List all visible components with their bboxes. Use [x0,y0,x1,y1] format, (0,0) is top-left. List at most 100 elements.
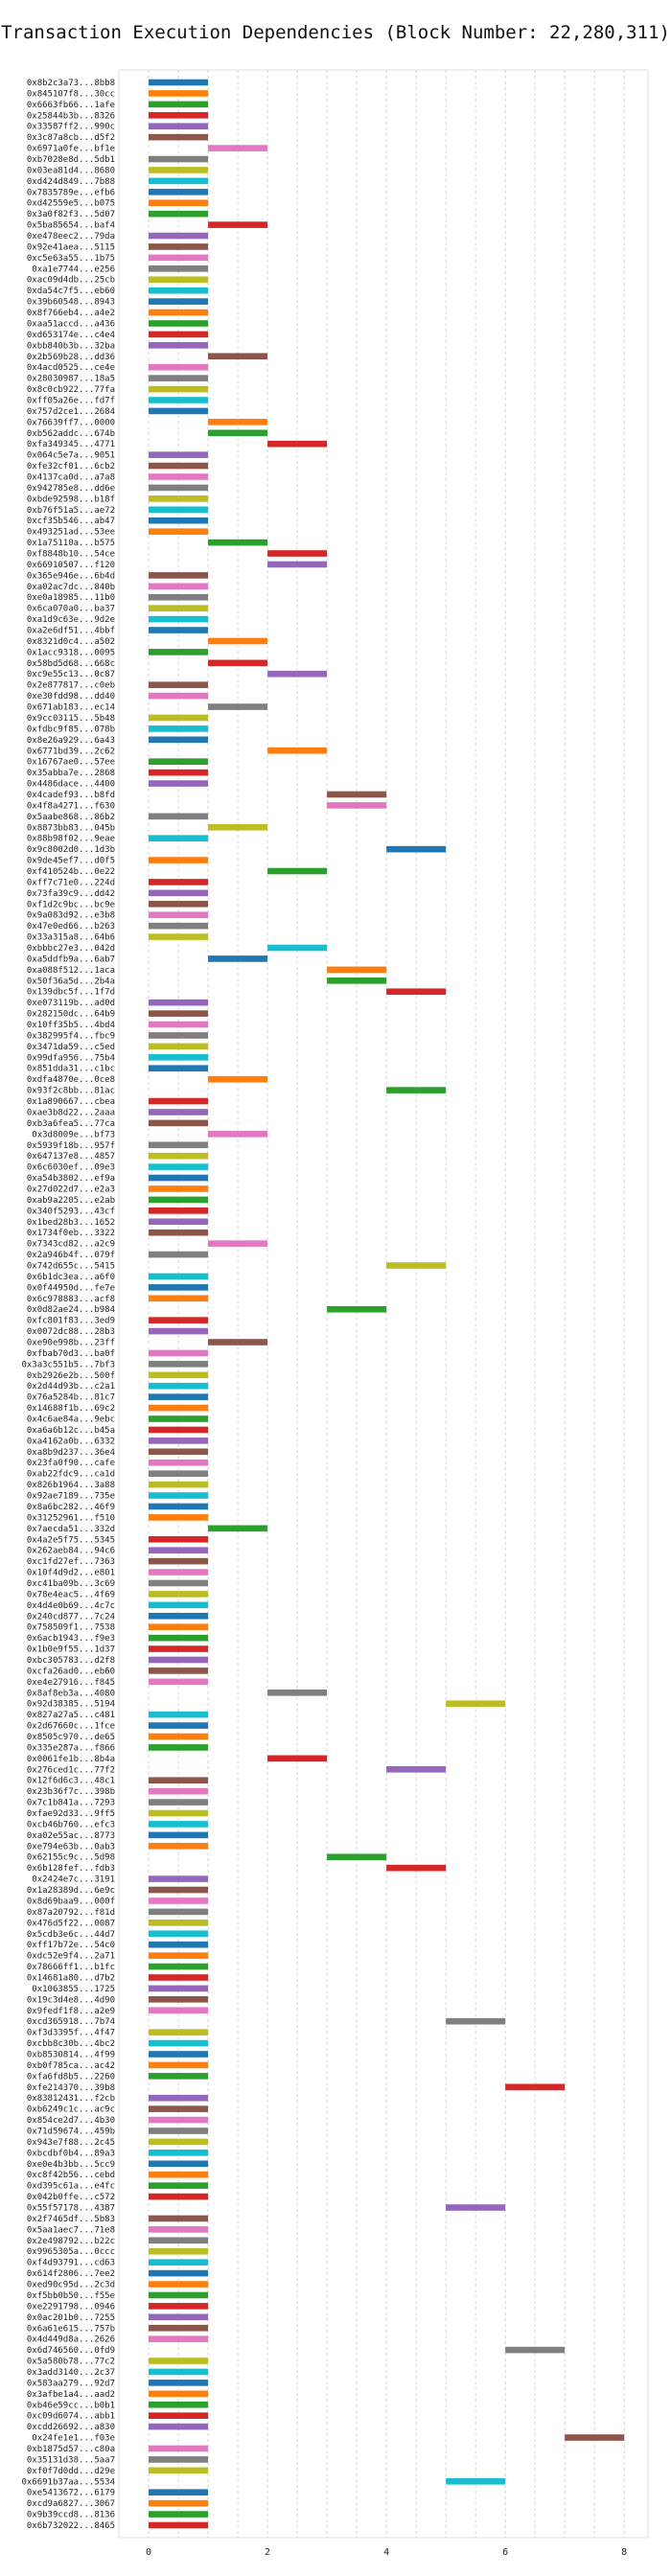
tx-hash-label: 0xe0a18985...11b0 [27,593,115,603]
dependency-bar [149,1251,209,1258]
plot-frame [118,69,649,2539]
dependency-bar [149,2269,209,2277]
tx-hash-label: 0x2424e7c...3191 [32,1875,115,1885]
dependency-bar [149,1152,209,1160]
dependency-bar [149,1787,209,1795]
dependency-bar [149,188,209,196]
dependency-bar [149,2467,209,2474]
dependency-bar [149,1733,209,1740]
tx-hash-label: 0x7343cd82...a2c9 [27,1240,115,1250]
dependency-bar [267,747,328,754]
dependency-bar [149,1327,209,1335]
dependency-bar [267,1755,328,1762]
dependency-bar [149,1415,209,1422]
dependency-bar [149,1908,209,1916]
dependency-bar [149,1481,209,1488]
tx-hash-label: 0x47e0ed66...b263 [27,922,115,932]
tx-hash-label: 0x758509f1...7538 [27,1623,115,1633]
dependency-bar [149,1404,209,1412]
tx-hash-label: 0xdfa4870e...0ce8 [27,1075,115,1085]
dependency-bar [149,1448,209,1456]
tx-hash-label: 0xcf35b546...ab47 [27,517,115,526]
tx-hash-label: 0x8d69baa9...000f [27,1897,115,1906]
tx-hash-label: 0x16767ae0...57ee [27,758,115,768]
dependency-bar [149,2324,209,2332]
dependency-bar [149,1634,209,1642]
dependency-bar [149,1535,209,1543]
dependency-bar [327,966,387,974]
dependency-bar [149,232,209,240]
dependency-bar [149,2061,209,2069]
tx-hash-label: 0x6c6030ef...09e3 [27,1163,115,1173]
dependency-bar [386,1087,447,1093]
tx-hash-label: 0x03ea81d4...8680 [27,166,115,175]
tx-hash-label: 0x6d746560...0fd9 [27,2346,115,2356]
dependency-bar [149,1799,209,1806]
tx-hash-label: 0x827a27a5...c481 [27,1711,115,1720]
dependency-bar [149,342,209,349]
dependency-bar [149,1777,209,1784]
dependency-bar [149,572,209,579]
dependency-bar [208,1240,268,1247]
tx-hash-label: 0x8e26a929...6a43 [27,736,115,746]
dependency-bar [149,2445,209,2452]
dependency-bar [149,2499,209,2507]
tx-hash-label: 0x5cdb3e6c...44d7 [27,1930,115,1940]
dependency-bar [327,791,387,798]
tx-hash-label: 0xd395c61a...e4fc [27,2182,115,2192]
tx-hash-label: 0xfe214370...39b8 [27,2083,115,2093]
tx-hash-label: 0x6ca070a0...ba37 [27,605,115,614]
tx-hash-label: 0x4137ca0d...a7a8 [27,472,115,482]
dependency-bar [149,155,209,163]
dependency-bar [208,823,268,831]
tx-hash-label: 0x78e4eac5...4f69 [27,1590,115,1599]
tx-hash-label: 0x7c1b841a...7293 [27,1799,115,1808]
tx-hash-label: 0xcbb8c30b...4bc2 [27,2039,115,2049]
dependency-bar [149,2138,209,2146]
dependency-bar [149,1898,209,1904]
tx-hash-label: 0xdc52e9f4...2a71 [27,1952,115,1962]
dependency-bar [149,473,209,480]
dependency-bar [208,221,268,228]
dependency-bar [149,2128,209,2134]
tx-hash-label: 0x6771bd39...2c62 [27,747,115,756]
tx-hash-label: 0x7aecda51...332d [27,1525,115,1534]
dependency-bar [386,988,447,996]
tx-hash-label: 0x62155c9c...5d98 [27,1853,115,1863]
tx-hash-label: 0xfbab70d3...ba0f [27,1349,115,1359]
dependency-bar [208,637,268,645]
dependency-bar [149,1974,209,1981]
tx-hash-label: 0xe90e998b...23ff [27,1339,115,1348]
tx-hash-label: 0xc1fd27ef...7363 [27,1557,115,1567]
dependency-bar [149,517,209,524]
tx-hash-label: 0x1b0e9f55...1d37 [27,1645,115,1655]
dependency-bar [149,736,209,744]
dependency-bar [149,1886,209,1894]
tx-hash-label: 0x4c6ae84a...9ebc [27,1415,115,1425]
tx-hash-label: 0x14681a80...d7b2 [27,1973,115,1983]
tx-hash-label: 0xb3a6fea5...77ca [27,1119,115,1129]
tx-hash-label: 0x23fa0f90...cafe [27,1459,115,1468]
dependency-bar [149,2521,209,2529]
tx-hash-label: 0x3add3140...2c37 [27,2368,115,2378]
tx-hash-label: 0x282150dc...64b9 [27,1010,115,1020]
tx-hash-label: 0x851dda31...c1bc [27,1065,115,1074]
dependency-bar [149,2215,209,2222]
dependency-bar [149,835,209,842]
tx-hash-label: 0x58bd5d68...668c [27,659,115,669]
tx-hash-label: 0xff7c71e0...224d [27,878,115,887]
dependency-bar [149,506,209,514]
dependency-bar [149,2291,209,2299]
chart-title: Transaction Execution Dependencies (Bloc… [1,22,670,43]
tx-hash-label: 0x4f8a4271...f630 [27,801,115,811]
tx-hash-label: 0x35131d38...5aa7 [27,2455,115,2465]
dependency-bar [149,1021,209,1028]
dependency-bar [149,1930,209,1938]
tx-hash-label: 0xcfa26ad0...eb60 [27,1667,115,1676]
tx-hash-label: 0x8a6bc282...46f9 [27,1503,115,1512]
tx-hash-label: 0x1a890667...cbea [27,1097,115,1107]
tx-hash-label: 0x5939f18b...957f [27,1141,115,1151]
dependency-bar [149,2171,209,2178]
